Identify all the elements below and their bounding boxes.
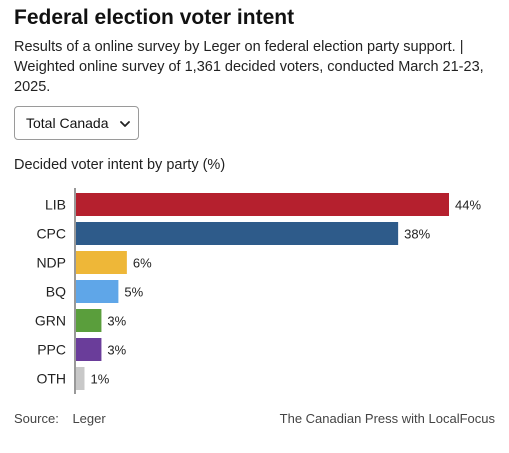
bar-oth: [76, 367, 85, 390]
source-label: Source:: [14, 411, 59, 426]
value-label: 3%: [107, 314, 126, 329]
credit-note: The Canadian Press with LocalFocus: [279, 411, 495, 426]
chart-title: Federal election voter intent: [14, 6, 295, 29]
chevron-down-icon: [119, 117, 131, 129]
bar-grn: [76, 309, 102, 332]
category-label: GRN: [35, 313, 66, 329]
category-label: LIB: [45, 197, 66, 213]
category-label: NDP: [36, 255, 66, 271]
value-label: 44%: [455, 198, 481, 213]
value-label: 1%: [90, 372, 109, 387]
category-label: CPC: [36, 226, 66, 242]
value-label: 6%: [133, 256, 152, 271]
bar-ppc: [76, 338, 102, 361]
category-label: BQ: [46, 284, 66, 300]
bar-bq: [76, 280, 119, 303]
value-label: 38%: [404, 227, 430, 242]
bar-lib: [76, 193, 449, 216]
chart-subtitle: Results of a online survey by Leger on f…: [14, 39, 484, 95]
bar-chart: LIB 44% CPC 38% NDP 6% BQ 5% GRN 3% PPC 3% OTH 1%: [35, 188, 481, 394]
region-dropdown-label: Total Canada: [26, 115, 109, 131]
category-label: PPC: [37, 342, 66, 358]
category-label: OTH: [36, 371, 66, 387]
chart-heading: Decided voter intent by party (%): [14, 157, 226, 173]
source-note: Source: Leger: [14, 411, 106, 426]
value-label: 3%: [107, 343, 126, 358]
bar-cpc: [76, 222, 399, 245]
bar-ndp: [76, 251, 127, 274]
source-value: Leger: [72, 411, 106, 426]
value-label: 5%: [124, 285, 143, 300]
region-dropdown[interactable]: Total Canada: [14, 106, 139, 140]
